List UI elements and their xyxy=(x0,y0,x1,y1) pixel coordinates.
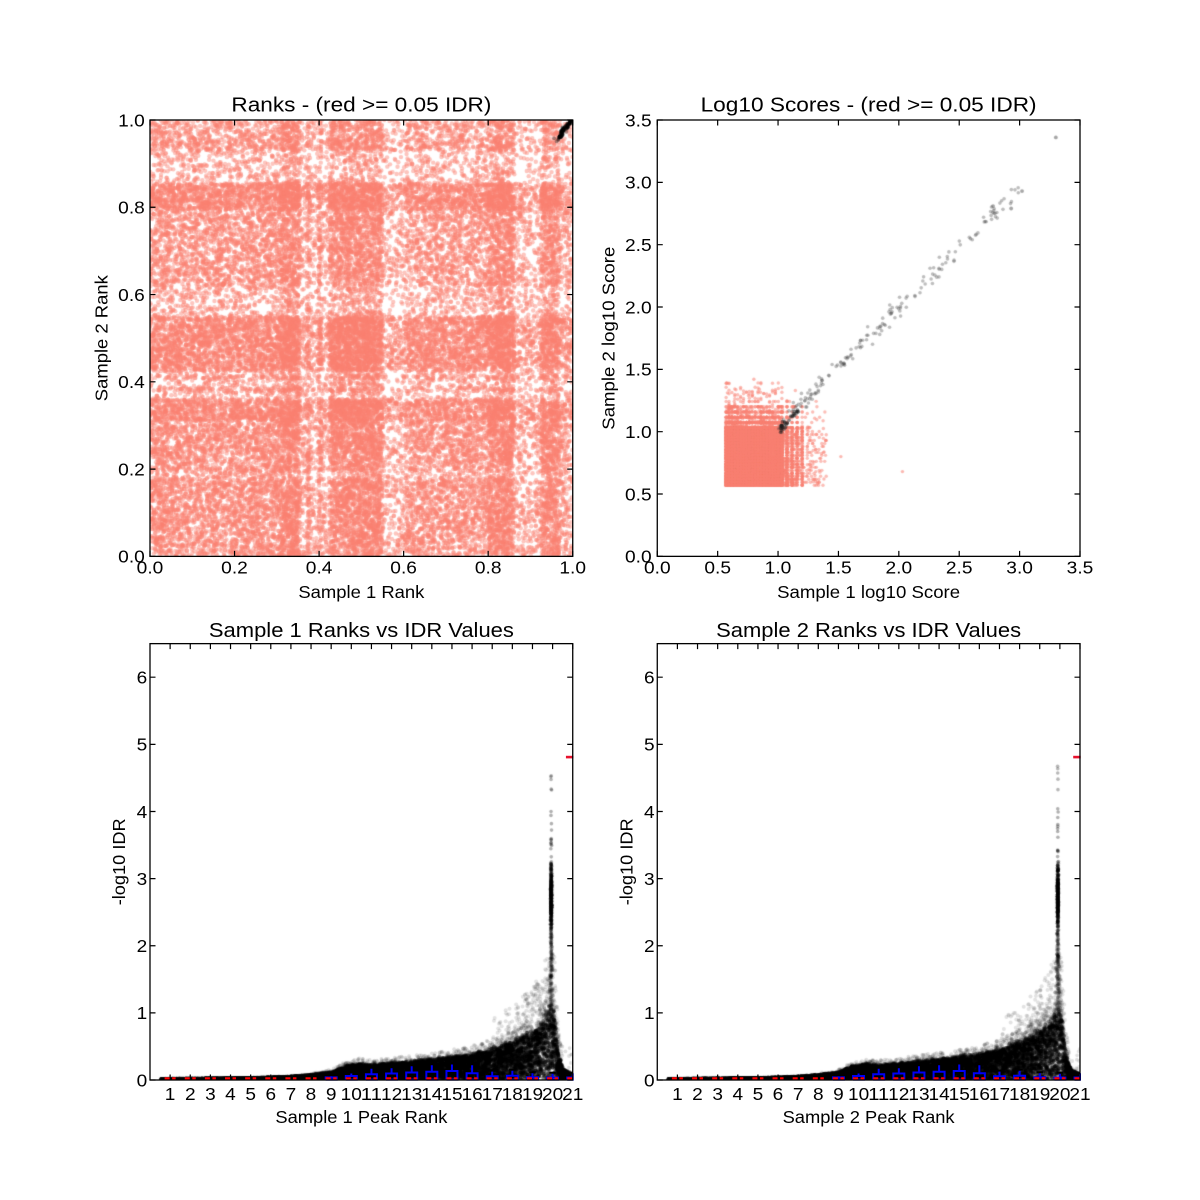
svg-text:0.5: 0.5 xyxy=(625,484,652,504)
svg-text:0: 0 xyxy=(644,1070,655,1090)
svg-text:0.2: 0.2 xyxy=(221,558,248,578)
svg-text:1: 1 xyxy=(672,1084,683,1104)
svg-text:14: 14 xyxy=(929,1084,950,1104)
svg-text:1: 1 xyxy=(137,1003,148,1023)
svg-text:1: 1 xyxy=(165,1084,176,1104)
svg-text:4: 4 xyxy=(137,802,148,822)
svg-text:10: 10 xyxy=(341,1084,362,1104)
svg-text:2.0: 2.0 xyxy=(625,297,652,317)
svg-text:8: 8 xyxy=(813,1084,824,1104)
svg-text:Sample 1 Rank: Sample 1 Rank xyxy=(298,582,424,602)
svg-text:21: 21 xyxy=(562,1084,583,1104)
svg-text:3.0: 3.0 xyxy=(1006,558,1033,578)
svg-text:5: 5 xyxy=(644,735,655,755)
svg-text:11: 11 xyxy=(361,1084,382,1104)
svg-text:4: 4 xyxy=(644,802,655,822)
svg-text:20: 20 xyxy=(1049,1084,1070,1104)
svg-text:0: 0 xyxy=(137,1070,148,1090)
svg-text:0.4: 0.4 xyxy=(118,372,145,392)
svg-text:1.0: 1.0 xyxy=(625,422,652,442)
svg-text:9: 9 xyxy=(326,1084,337,1104)
svg-text:12: 12 xyxy=(888,1084,909,1104)
svg-text:6: 6 xyxy=(773,1084,784,1104)
svg-text:Sample 2 Ranks vs IDR Values: Sample 2 Ranks vs IDR Values xyxy=(716,619,1021,642)
svg-text:5: 5 xyxy=(245,1084,256,1104)
svg-text:1.0: 1.0 xyxy=(118,110,145,130)
svg-text:16: 16 xyxy=(462,1084,483,1104)
svg-text:0.5: 0.5 xyxy=(704,558,731,578)
svg-text:0.6: 0.6 xyxy=(390,558,417,578)
svg-text:Log10 Scores - (red >= 0.05 ID: Log10 Scores - (red >= 0.05 IDR) xyxy=(701,93,1037,116)
svg-text:6: 6 xyxy=(644,668,655,688)
svg-text:2: 2 xyxy=(185,1084,196,1104)
svg-text:1.0: 1.0 xyxy=(765,558,792,578)
svg-text:9: 9 xyxy=(833,1084,844,1104)
svg-text:11: 11 xyxy=(868,1084,889,1104)
svg-text:3.0: 3.0 xyxy=(625,173,652,193)
svg-text:18: 18 xyxy=(1009,1084,1030,1104)
svg-text:Sample 1 log10 Score: Sample 1 log10 Score xyxy=(777,582,960,602)
svg-text:2.5: 2.5 xyxy=(625,235,652,255)
svg-text:18: 18 xyxy=(502,1084,523,1104)
svg-text:2: 2 xyxy=(644,936,655,956)
svg-text:3: 3 xyxy=(137,869,148,889)
svg-text:15: 15 xyxy=(441,1084,462,1104)
svg-text:-log10 IDR: -log10 IDR xyxy=(109,818,129,905)
svg-text:4: 4 xyxy=(733,1084,744,1104)
svg-text:Ranks - (red >= 0.05 IDR): Ranks - (red >= 0.05 IDR) xyxy=(231,93,491,116)
svg-text:5: 5 xyxy=(137,735,148,755)
svg-text:Sample 2 log10 Score: Sample 2 log10 Score xyxy=(599,247,619,430)
svg-text:1: 1 xyxy=(644,1003,655,1023)
svg-text:1.5: 1.5 xyxy=(825,558,852,578)
svg-text:17: 17 xyxy=(989,1084,1010,1104)
svg-text:Sample 2 Peak Rank: Sample 2 Peak Rank xyxy=(783,1107,955,1127)
svg-text:0.6: 0.6 xyxy=(118,285,145,305)
svg-text:3: 3 xyxy=(712,1084,723,1104)
svg-text:15: 15 xyxy=(949,1084,970,1104)
svg-text:1.0: 1.0 xyxy=(559,558,586,578)
svg-text:2.0: 2.0 xyxy=(886,558,913,578)
svg-text:20: 20 xyxy=(542,1084,563,1104)
svg-text:4: 4 xyxy=(225,1084,236,1104)
svg-text:12: 12 xyxy=(381,1084,402,1104)
svg-text:1.5: 1.5 xyxy=(625,360,652,380)
svg-text:0.8: 0.8 xyxy=(475,558,502,578)
svg-text:0.0: 0.0 xyxy=(137,558,164,578)
svg-text:7: 7 xyxy=(793,1084,804,1104)
svg-text:13: 13 xyxy=(908,1084,929,1104)
svg-text:17: 17 xyxy=(482,1084,503,1104)
svg-text:2: 2 xyxy=(137,936,148,956)
svg-text:0.2: 0.2 xyxy=(118,459,145,479)
svg-text:13: 13 xyxy=(401,1084,422,1104)
svg-text:3: 3 xyxy=(644,869,655,889)
svg-text:0.0: 0.0 xyxy=(625,547,652,567)
svg-text:3.5: 3.5 xyxy=(625,110,652,130)
svg-text:7: 7 xyxy=(286,1084,297,1104)
svg-text:Sample 1 Ranks vs IDR Values: Sample 1 Ranks vs IDR Values xyxy=(209,619,514,642)
svg-text:0.8: 0.8 xyxy=(118,198,145,218)
svg-text:10: 10 xyxy=(848,1084,869,1104)
svg-text:3: 3 xyxy=(205,1084,216,1104)
svg-text:6: 6 xyxy=(137,668,148,688)
svg-text:16: 16 xyxy=(969,1084,990,1104)
svg-text:14: 14 xyxy=(421,1084,442,1104)
svg-text:19: 19 xyxy=(1029,1084,1050,1104)
svg-text:0.0: 0.0 xyxy=(118,547,145,567)
svg-text:Sample 2 Rank: Sample 2 Rank xyxy=(92,275,112,401)
svg-text:8: 8 xyxy=(306,1084,317,1104)
svg-text:-log10 IDR: -log10 IDR xyxy=(616,818,636,905)
svg-text:0.0: 0.0 xyxy=(644,558,671,578)
svg-text:3.5: 3.5 xyxy=(1067,558,1094,578)
svg-text:19: 19 xyxy=(522,1084,543,1104)
svg-text:Sample 1 Peak Rank: Sample 1 Peak Rank xyxy=(275,1107,447,1127)
svg-text:5: 5 xyxy=(753,1084,764,1104)
svg-text:0.4: 0.4 xyxy=(306,558,333,578)
svg-text:2.5: 2.5 xyxy=(946,558,973,578)
svg-text:21: 21 xyxy=(1069,1084,1090,1104)
svg-text:2: 2 xyxy=(692,1084,703,1104)
svg-text:6: 6 xyxy=(266,1084,277,1104)
